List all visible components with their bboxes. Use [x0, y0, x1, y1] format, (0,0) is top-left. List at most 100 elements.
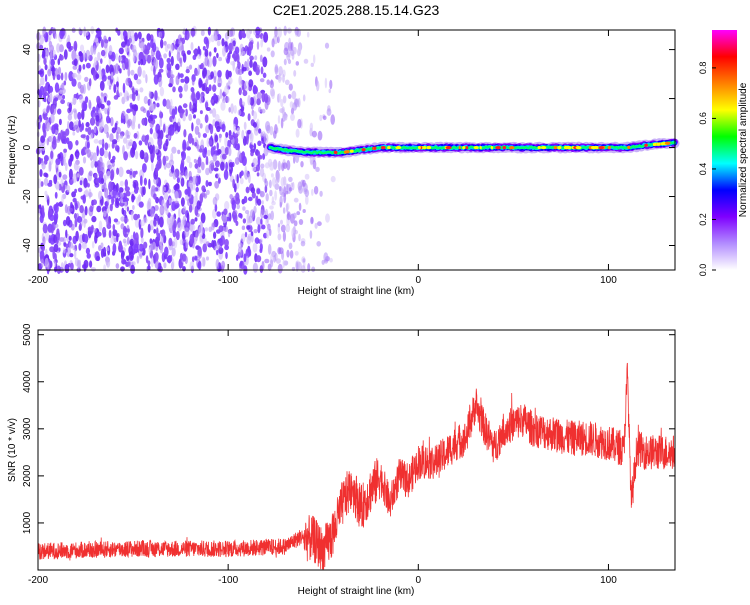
noise-blob — [136, 255, 140, 264]
noise-blob — [224, 85, 229, 95]
noise-blob — [122, 30, 127, 37]
noise-blob — [46, 104, 51, 112]
noise-blob — [96, 255, 101, 262]
noise-blob — [201, 83, 206, 92]
noise-blob — [231, 53, 236, 59]
noise-blob — [76, 92, 79, 100]
noise-blob — [58, 89, 64, 94]
noise-blob — [260, 163, 265, 169]
noise-blob — [191, 91, 196, 102]
noise-blob — [120, 197, 123, 204]
noise-blob — [60, 178, 64, 187]
noise-blob — [43, 177, 49, 186]
spectrogram-y-tick-label: 40 — [22, 44, 33, 56]
noise-blob — [147, 260, 151, 266]
signal-hotspot — [537, 146, 541, 150]
noise-blob — [250, 231, 254, 237]
noise-blob — [209, 124, 214, 135]
noise-blob — [226, 216, 230, 222]
signal-hotspot — [652, 142, 656, 147]
noise-blob — [240, 77, 243, 88]
noise-blob — [78, 64, 82, 72]
noise-blob — [93, 56, 98, 66]
noise-blob — [110, 71, 114, 80]
noise-blob — [105, 216, 110, 225]
noise-blob — [291, 51, 295, 60]
spectrogram-frame — [37, 29, 676, 271]
noise-blob — [154, 145, 159, 154]
noise-blob — [145, 74, 148, 84]
noise-blob — [194, 217, 198, 222]
noise-blob — [51, 65, 55, 77]
noise-blob — [305, 195, 309, 205]
noise-blob — [103, 38, 108, 49]
noise-blob — [45, 248, 48, 256]
noise-blob — [316, 241, 322, 247]
noise-blob — [135, 150, 139, 160]
colorbar-tick-label: 0.4 — [698, 163, 708, 176]
noise-blob — [199, 123, 203, 129]
noise-blob — [88, 78, 92, 87]
noise-blob — [100, 92, 104, 97]
noise-blob — [60, 99, 65, 105]
noise-blob — [39, 204, 42, 210]
noise-blob — [286, 52, 291, 61]
noise-blob — [242, 206, 246, 211]
noise-blob — [137, 244, 141, 250]
noise-blob — [50, 113, 55, 124]
noise-blob — [165, 208, 169, 216]
noise-blob — [256, 172, 260, 177]
noise-blob — [316, 80, 320, 92]
noise-blob — [72, 96, 77, 106]
noise-blob — [121, 207, 125, 215]
noise-blob — [38, 70, 43, 75]
noise-blob — [195, 230, 199, 242]
noise-blob — [126, 256, 130, 262]
noise-blob — [159, 230, 164, 235]
noise-blob — [252, 242, 258, 253]
noise-blob — [143, 177, 147, 186]
noise-blob — [240, 233, 246, 243]
noise-blob — [81, 109, 85, 120]
noise-blob — [202, 133, 207, 138]
signal-hotspot — [591, 146, 596, 150]
noise-blob — [163, 186, 166, 192]
noise-blob — [216, 142, 219, 151]
noise-blob — [93, 138, 99, 144]
noise-blob — [195, 118, 201, 126]
noise-blob — [51, 139, 57, 150]
noise-blob — [264, 184, 268, 193]
noise-blob — [270, 210, 275, 221]
noise-blob — [292, 102, 298, 111]
noise-blob — [252, 122, 257, 128]
spectrogram-y-axis: -40 -20 0 20 40 — [22, 44, 675, 253]
noise-blob — [175, 63, 180, 70]
noise-blob — [247, 196, 253, 202]
noise-blob — [159, 204, 165, 216]
noise-blob — [103, 123, 109, 135]
noise-blob — [280, 117, 284, 129]
noise-blob — [248, 173, 251, 184]
noise-blob — [324, 42, 330, 49]
noise-blob — [232, 209, 238, 216]
noise-blob — [160, 244, 164, 252]
noise-blob — [241, 155, 247, 166]
noise-blob — [177, 34, 182, 44]
noise-blob — [227, 80, 231, 88]
noise-blob — [136, 78, 142, 85]
noise-blob — [88, 99, 92, 110]
noise-blob — [259, 54, 263, 63]
noise-blob — [184, 169, 189, 180]
noise-blob — [182, 139, 187, 150]
noise-blob — [64, 204, 68, 214]
signal-hotspot — [479, 146, 482, 150]
noise-blob — [39, 214, 44, 224]
noise-blob — [269, 189, 273, 197]
noise-blob — [109, 133, 114, 142]
noise-blob — [140, 58, 144, 66]
noise-blob — [155, 50, 161, 61]
noise-blob — [266, 47, 271, 52]
noise-blob — [228, 29, 234, 37]
noise-blob — [216, 249, 219, 256]
noise-blob — [137, 123, 141, 129]
